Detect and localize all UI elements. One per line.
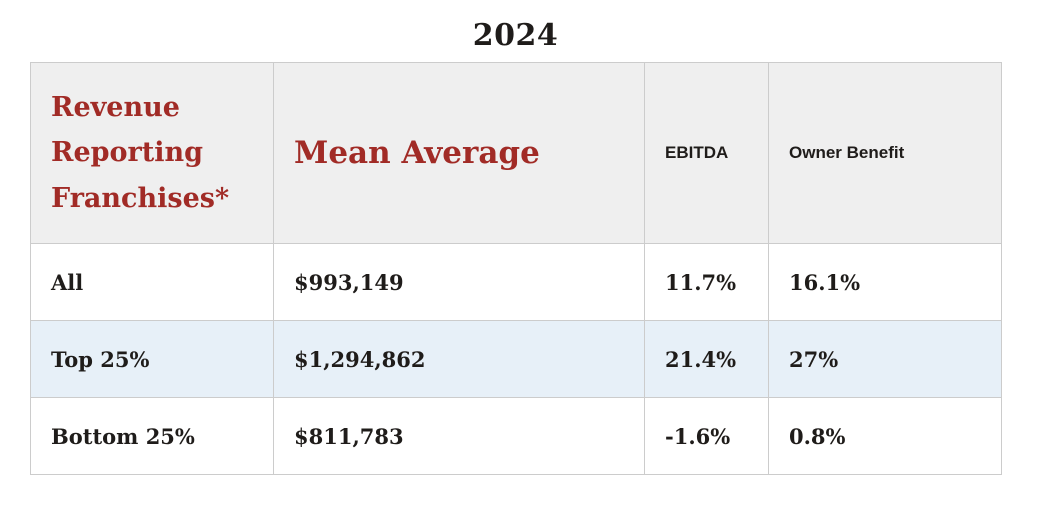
column-header-owner-benefit: Owner Benefit	[768, 62, 1002, 244]
column-header-mean-average: Mean Average	[273, 62, 645, 244]
cell-top25-ebitda: 21.4%	[644, 320, 769, 398]
cell-bottom25-mean-average: $811,783	[273, 397, 645, 475]
column-header-revenue-reporting-franchises: Revenue Reporting Franchises*	[30, 62, 274, 244]
table-row-bottom-25: Bottom 25% $811,783 -1.6% 0.8%	[30, 397, 1002, 475]
cell-top25-mean-average: $1,294,862	[273, 320, 645, 398]
cell-bottom25-ebitda: -1.6%	[644, 397, 769, 475]
page-title: 2024	[472, 18, 559, 53]
cell-top25-label: Top 25%	[30, 320, 274, 398]
table-row-top-25: Top 25% $1,294,862 21.4% 27%	[30, 320, 1002, 398]
cell-bottom25-owner-benefit: 0.8%	[768, 397, 1002, 475]
cell-all-mean-average: $993,149	[273, 243, 645, 321]
cell-top25-owner-benefit: 27%	[768, 320, 1002, 398]
cell-all-owner-benefit: 16.1%	[768, 243, 1002, 321]
stats-table: Revenue Reporting Franchises* Mean Avera…	[30, 62, 1002, 475]
table-row-all: All $993,149 11.7% 16.1%	[30, 243, 1002, 321]
cell-all-ebitda: 11.7%	[644, 243, 769, 321]
column-header-ebitda: EBITDA	[644, 62, 769, 244]
cell-bottom25-label: Bottom 25%	[30, 397, 274, 475]
header-row: Revenue Reporting Franchises* Mean Avera…	[30, 62, 1002, 244]
table-body: All $993,149 11.7% 16.1% Top 25% $1,294,…	[30, 243, 1002, 475]
cell-all-label: All	[30, 243, 274, 321]
table-header: Revenue Reporting Franchises* Mean Avera…	[30, 62, 1002, 244]
